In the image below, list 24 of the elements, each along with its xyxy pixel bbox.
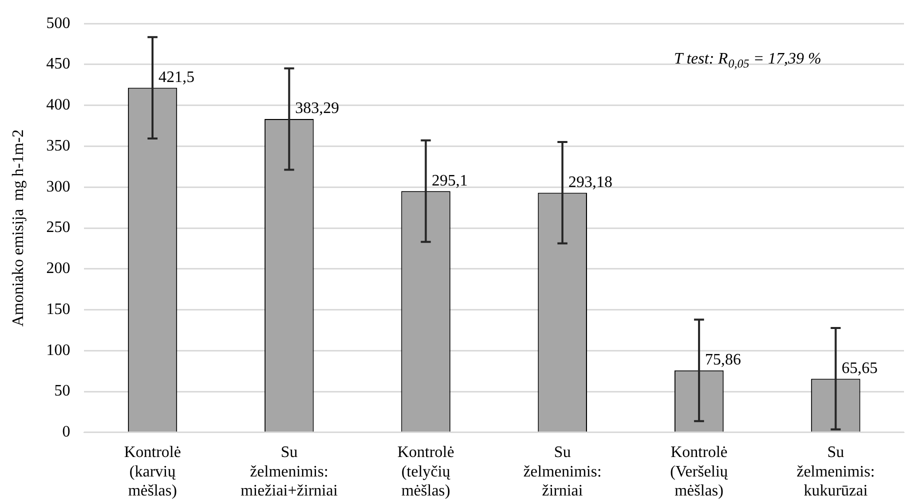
data-label: 295,1 [432, 172, 468, 190]
x-tick-label: Kontrolė (telyčių mėšlas) [397, 444, 454, 500]
data-label: 383,29 [295, 100, 340, 118]
x-tick-label: Su želmenimis: žirniai [523, 444, 602, 500]
y-tick-label: 400 [46, 96, 70, 114]
x-tick-label: Su želmenimis: miežiai+žirniai [240, 444, 338, 500]
x-tick-label: Kontrolė (karvių mėšlas) [124, 444, 181, 500]
x-tick-label: Kontrolė (Veršelių mėšlas) [670, 444, 729, 500]
y-tick-label: 50 [54, 382, 70, 400]
y-tick-label: 500 [46, 14, 70, 32]
y-tick-label: 300 [46, 178, 70, 196]
data-label: 421,5 [158, 68, 195, 86]
y-axis-title: Amoniako emisija mg h-1m-2 [10, 129, 27, 327]
y-tick-label: 0 [62, 424, 70, 441]
data-label: 293,18 [568, 174, 612, 191]
y-tick-label: 150 [46, 300, 70, 318]
data-label: 65,65 [842, 360, 878, 377]
y-tick-label: 450 [46, 56, 70, 73]
y-tick-label: 250 [46, 219, 70, 236]
y-tick-label: 200 [46, 260, 70, 278]
y-tick-label: 100 [46, 342, 70, 359]
data-label: 75,86 [705, 352, 742, 369]
x-tick-label: Su želmenimis: kukurūzai [796, 444, 875, 500]
y-tick-label: 350 [46, 137, 70, 154]
